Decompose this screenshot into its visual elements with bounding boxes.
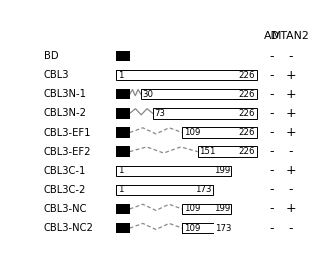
Bar (116, 70, 257, 80)
Text: CBL3C-1: CBL3C-1 (44, 166, 86, 176)
Text: +: + (285, 203, 296, 215)
Text: -: - (270, 107, 274, 120)
Text: +: + (285, 126, 296, 139)
Bar (198, 146, 257, 157)
Text: -: - (270, 164, 274, 177)
Bar (116, 108, 130, 119)
Text: 226: 226 (239, 71, 255, 80)
Bar (182, 127, 257, 138)
Text: BD: BD (44, 51, 58, 61)
Text: 1: 1 (118, 71, 124, 80)
Bar (116, 185, 213, 195)
Bar (116, 185, 130, 195)
Text: CBL3-NC: CBL3-NC (44, 204, 87, 214)
Text: -: - (288, 183, 293, 196)
Bar (116, 166, 130, 176)
Text: -: - (270, 88, 274, 101)
Text: 173: 173 (215, 223, 232, 233)
Text: 109: 109 (184, 128, 200, 137)
Text: CBL3: CBL3 (44, 70, 69, 80)
Text: CBL3-EF1: CBL3-EF1 (44, 128, 91, 138)
Bar (116, 204, 130, 214)
Text: -: - (270, 50, 274, 62)
Text: CBL3-NC2: CBL3-NC2 (44, 223, 93, 233)
Text: -: - (270, 69, 274, 82)
Text: MTAN2: MTAN2 (272, 31, 309, 41)
Text: AD: AD (264, 31, 280, 41)
Text: CBL3-EF2: CBL3-EF2 (44, 147, 91, 157)
Text: 1: 1 (118, 185, 124, 194)
Text: 109: 109 (184, 205, 200, 213)
Text: 226: 226 (239, 147, 255, 156)
Text: 173: 173 (195, 185, 212, 194)
Text: 199: 199 (214, 166, 230, 175)
Text: -: - (270, 145, 274, 158)
Text: -: - (270, 203, 274, 215)
Text: 109: 109 (184, 223, 200, 233)
Text: 30: 30 (143, 90, 154, 99)
Bar (153, 108, 257, 119)
Text: 226: 226 (239, 128, 255, 137)
Bar (116, 146, 130, 157)
Text: 73: 73 (155, 109, 165, 118)
Text: -: - (270, 222, 274, 235)
Bar (116, 166, 231, 176)
Text: CBL3N-1: CBL3N-1 (44, 89, 87, 99)
Text: -: - (270, 126, 274, 139)
Text: 226: 226 (239, 109, 255, 118)
Text: +: + (285, 164, 296, 177)
Bar (182, 223, 213, 233)
Text: CBL3N-2: CBL3N-2 (44, 109, 87, 118)
Text: -: - (288, 50, 293, 62)
Text: 199: 199 (214, 205, 230, 213)
Text: -: - (270, 183, 274, 196)
Bar (116, 70, 130, 80)
Text: +: + (285, 107, 296, 120)
Bar (116, 127, 130, 138)
Text: CBL3C-2: CBL3C-2 (44, 185, 86, 195)
Bar (141, 89, 257, 99)
Text: +: + (285, 88, 296, 101)
Bar (116, 51, 130, 61)
Bar (116, 223, 130, 233)
Text: -: - (288, 145, 293, 158)
Text: 226: 226 (239, 90, 255, 99)
Bar (116, 89, 130, 99)
Text: -: - (288, 222, 293, 235)
Text: 1: 1 (118, 166, 124, 175)
Text: +: + (285, 69, 296, 82)
Bar (182, 204, 231, 214)
Text: 151: 151 (199, 147, 216, 156)
